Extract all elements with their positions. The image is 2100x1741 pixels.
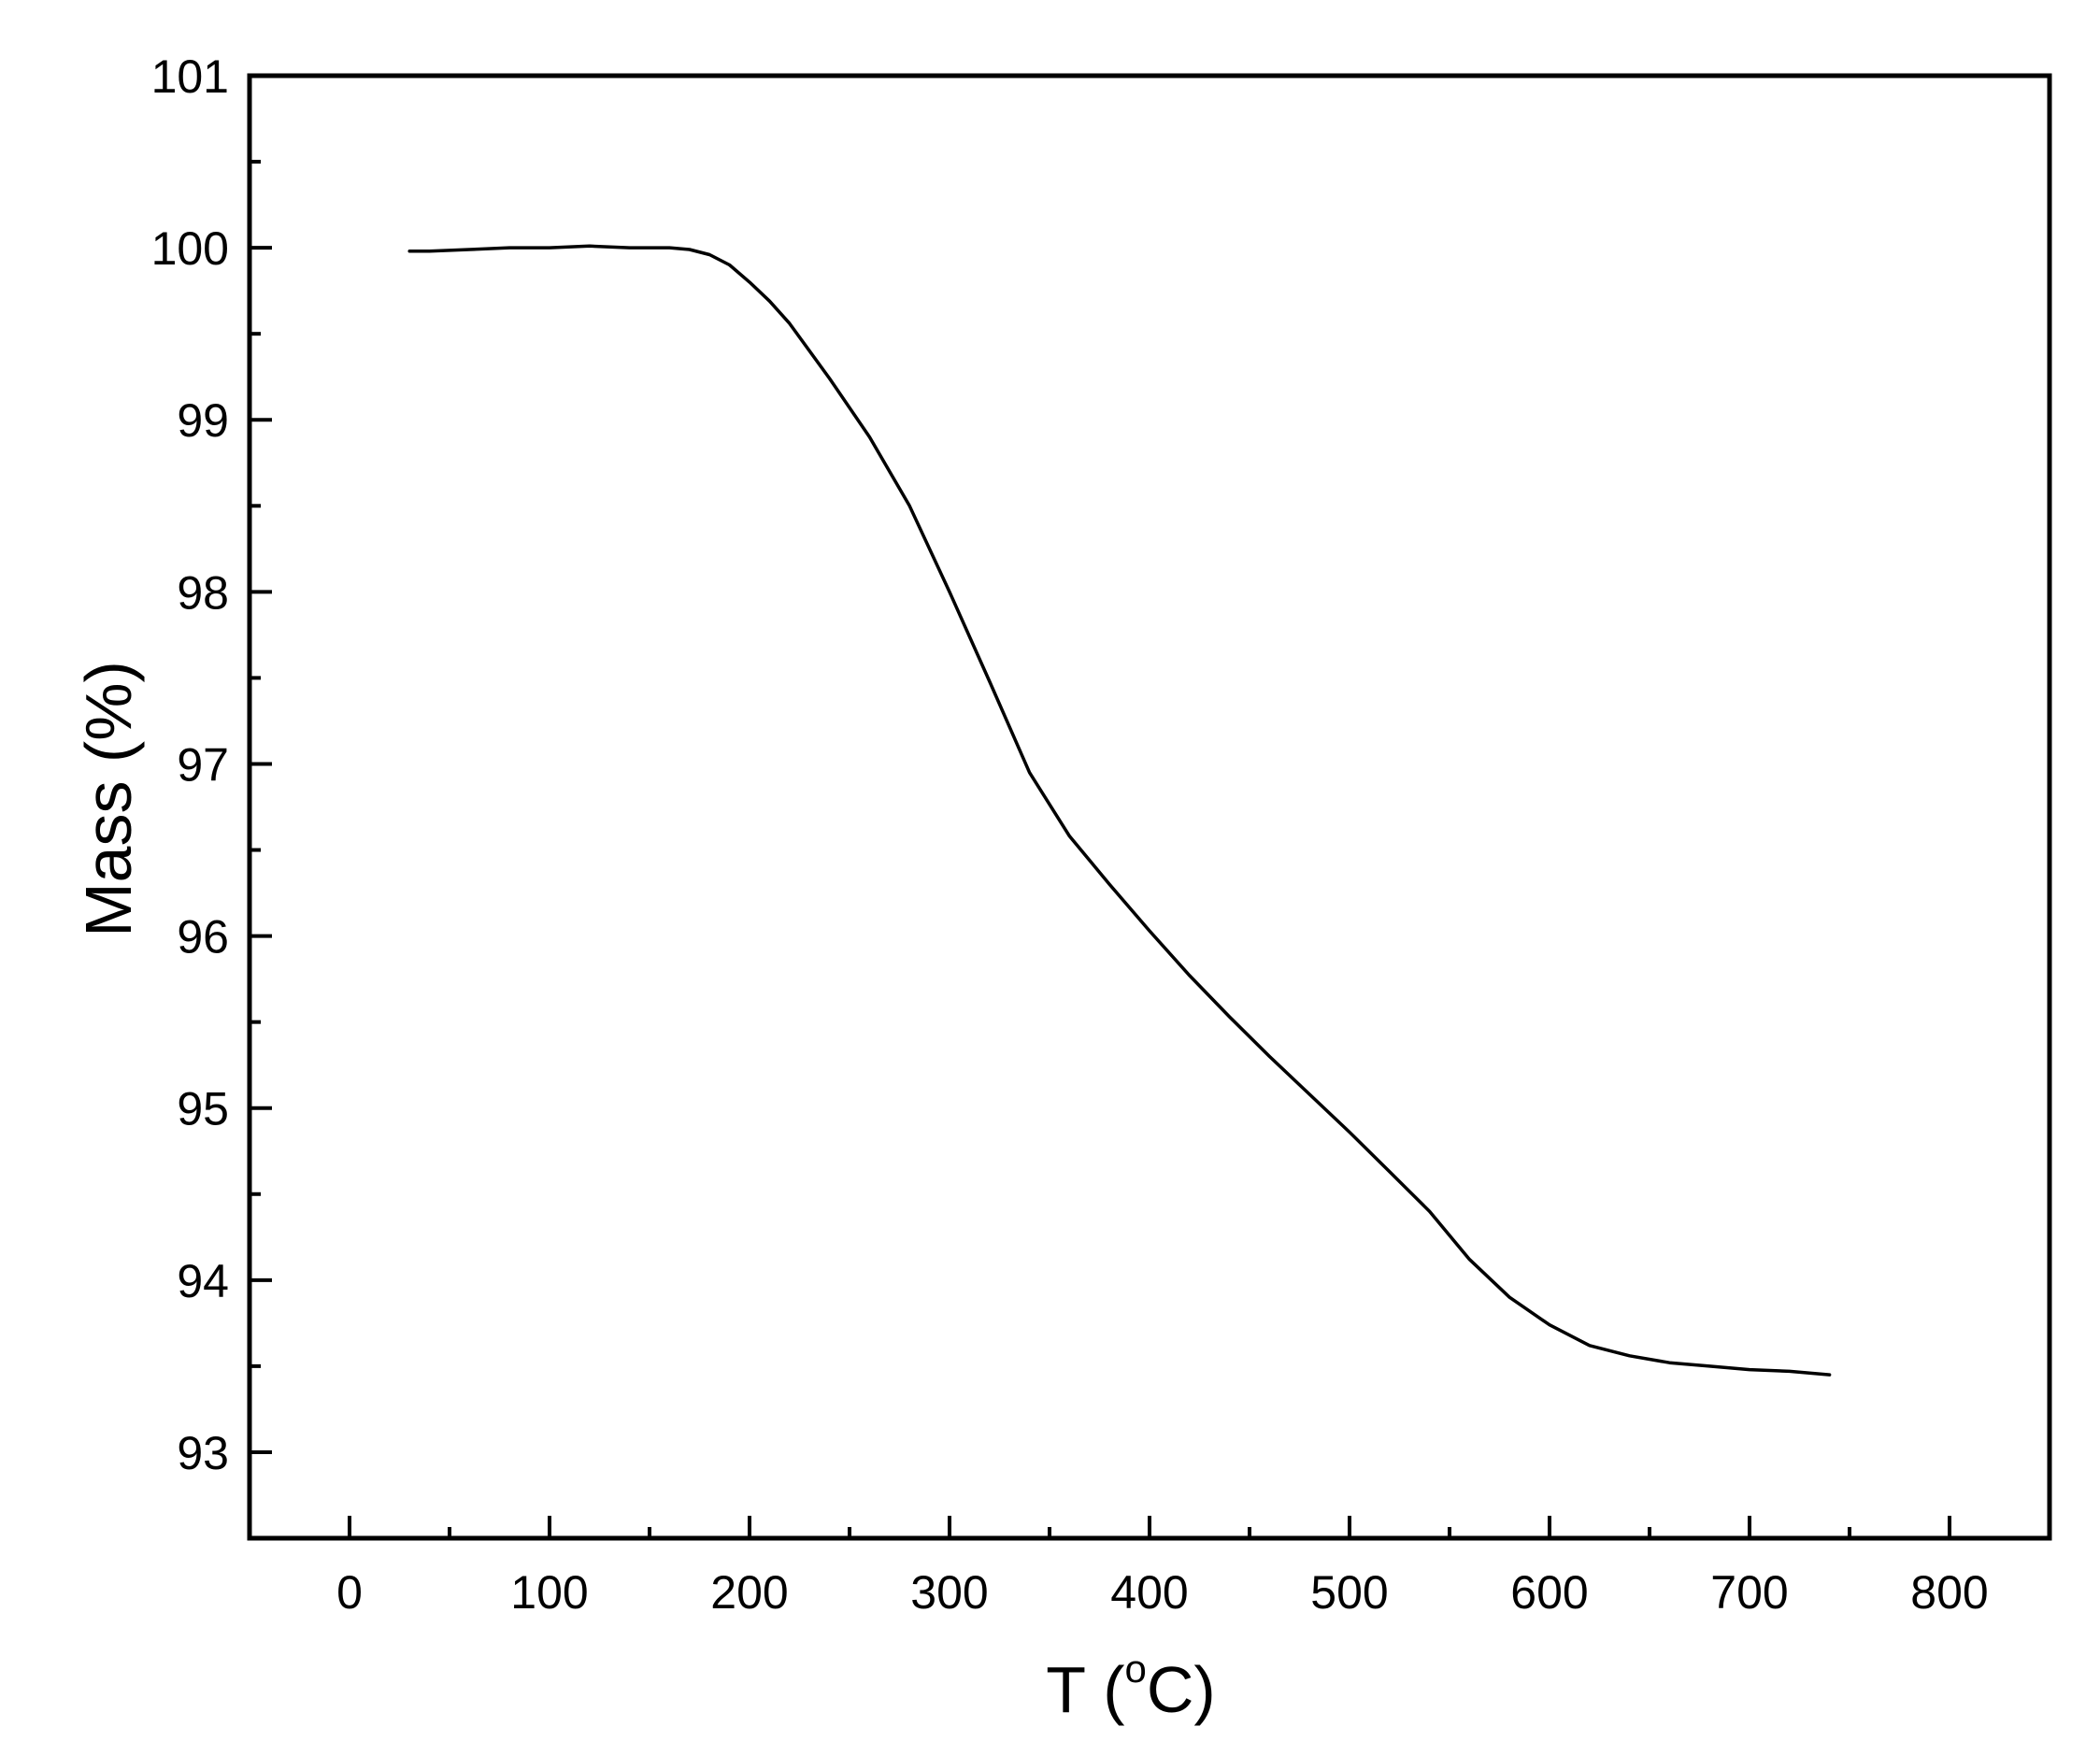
x-tick-label: 800	[1910, 1566, 1988, 1619]
mass-curve	[407, 244, 1832, 1377]
x-tick-label: 200	[710, 1566, 788, 1619]
ticks	[250, 74, 1951, 1538]
x-tick-label: 400	[1110, 1566, 1188, 1619]
x-tick-label: 0	[336, 1566, 363, 1619]
plot-line-group	[407, 244, 1832, 1377]
axes	[247, 73, 2052, 1541]
y-tick-label: 96	[177, 911, 229, 963]
y-tick-label: 97	[177, 738, 229, 791]
x-tick-label: 700	[1710, 1566, 1788, 1619]
plot-frame	[247, 73, 2052, 1541]
y-tick-label: 99	[177, 394, 229, 447]
x-axis-title: T (oC)	[1046, 1647, 1216, 1726]
y-axis-title: Mass (%)	[72, 661, 145, 937]
x-tick-label: 300	[910, 1566, 988, 1619]
x-tick-label: 500	[1310, 1566, 1388, 1619]
y-tick-label: 101	[151, 50, 229, 103]
y-tick-label: 93	[177, 1427, 229, 1479]
y-tick-label: 100	[151, 222, 229, 275]
x-tick-label: 100	[510, 1566, 588, 1619]
y-tick-label: 98	[177, 566, 229, 619]
y-tick-label: 95	[177, 1083, 229, 1135]
tick-labels: 0 100 200 300 400 500 600 700 800 93 94 95 96 97 98 99 1…	[151, 50, 1989, 1619]
y-tick-label: 94	[177, 1255, 229, 1307]
x-tick-label: 600	[1510, 1566, 1588, 1619]
